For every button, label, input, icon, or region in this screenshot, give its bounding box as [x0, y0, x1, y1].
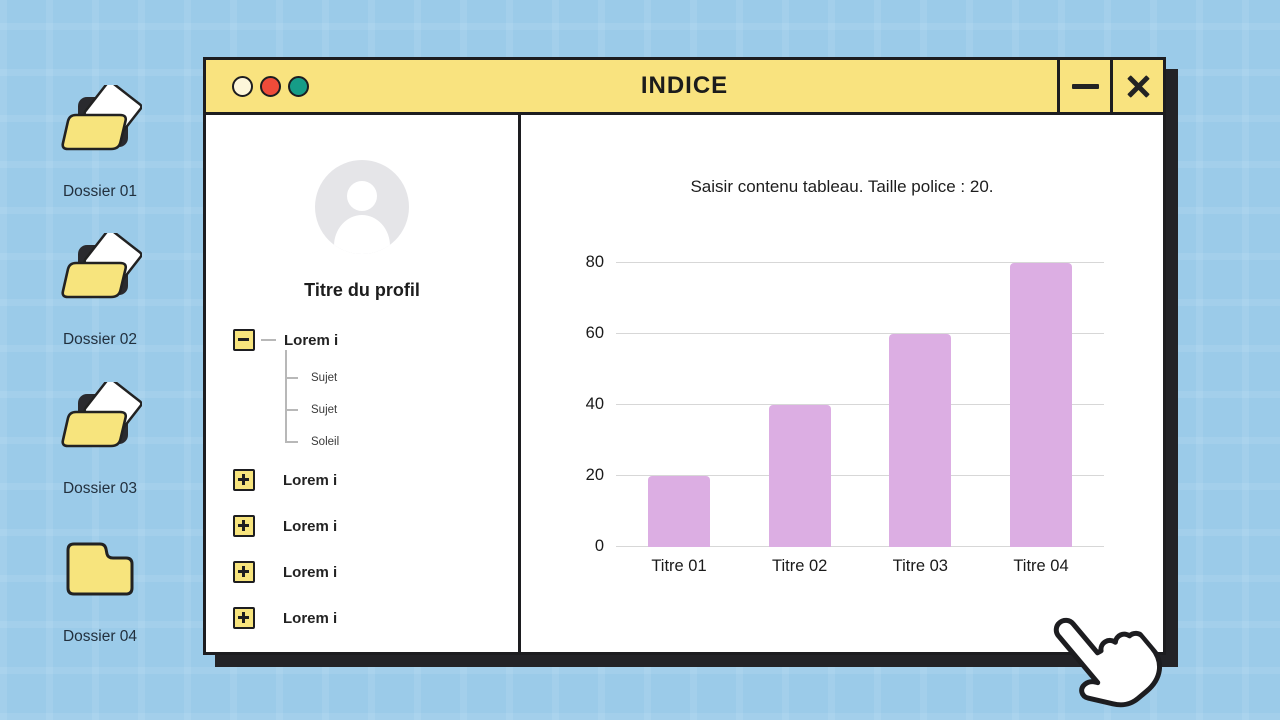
- desktop-folder-2[interactable]: Dossier 02: [30, 228, 170, 349]
- light-teal[interactable]: [288, 75, 309, 97]
- open-folder-icon: [58, 228, 143, 322]
- y-axis-tick-label: 20: [585, 466, 604, 484]
- chart-title: Saisir contenu tableau. Taille police : …: [690, 177, 994, 196]
- tree-item-label: Lorem i: [283, 471, 338, 489]
- tree-item-3[interactable]: Lorem i: [233, 514, 518, 538]
- desktop-folder-4[interactable]: Dossier 04: [30, 530, 170, 646]
- chart-bar-titre-02: [768, 405, 831, 547]
- x-axis-tick-label: Titre 04: [1013, 557, 1069, 575]
- tree-children: Sujet Sujet Soleil: [285, 350, 518, 458]
- profile-title: Titre du profil: [304, 280, 420, 300]
- window-title: INDICE: [640, 72, 729, 99]
- tree-item-1[interactable]: Lorem i: [233, 328, 518, 352]
- y-axis-tick-label: 0: [594, 537, 604, 555]
- x-axis-tick-label: Titre 03: [892, 557, 948, 575]
- x-axis-tick-label: Titre 01: [651, 557, 707, 575]
- x-axis-tick-label: Titre 02: [771, 557, 828, 575]
- folder-label: Dossier 02: [62, 331, 138, 349]
- y-axis-tick-label: 80: [585, 253, 604, 271]
- expand-plus-icon[interactable]: [233, 515, 255, 537]
- open-folder-icon: [58, 80, 143, 174]
- bar-chart: 0 20 40 60 80 Titre 01 Titre 02 Titre 03 Titre 0…: [586, 253, 1104, 575]
- light-cream[interactable]: [232, 75, 253, 97]
- close-button[interactable]: [1110, 60, 1163, 112]
- tree-item-label: Lorem i: [283, 563, 338, 581]
- chart-gridline: [616, 403, 1104, 405]
- y-axis-tick-label: 60: [585, 324, 604, 342]
- collapse-minus-icon[interactable]: [233, 329, 255, 351]
- tree-item-4[interactable]: Lorem i: [233, 560, 518, 584]
- tree-item-label: Lorem i: [284, 331, 339, 349]
- tree-connector: [261, 339, 276, 341]
- chart-panel: Saisir contenu tableau. Taille police : …: [521, 115, 1163, 652]
- close-icon: [1125, 73, 1152, 100]
- folder-label: Dossier 03: [62, 479, 138, 497]
- tree-item-5[interactable]: Lorem i: [233, 606, 518, 630]
- folder-label: Dossier 04: [62, 627, 138, 645]
- tree-child-item[interactable]: Soleil: [285, 426, 518, 458]
- tree-item-label: Lorem i: [283, 517, 338, 535]
- tree-view: Lorem i Sujet Sujet Soleil Lorem i Lorem i Lor…: [206, 328, 518, 630]
- folder-label: Dossier 01: [62, 183, 138, 200]
- expand-plus-icon[interactable]: [233, 469, 255, 491]
- light-red[interactable]: [260, 75, 281, 97]
- tree-item-2[interactable]: Lorem i: [233, 468, 518, 492]
- tree-child-item[interactable]: Sujet: [285, 362, 518, 394]
- person-icon: [334, 181, 390, 254]
- sidebar-panel: Titre du profil Lorem i Sujet Sujet Soleil L…: [206, 115, 521, 652]
- tree-child-item[interactable]: Sujet: [285, 394, 518, 426]
- minimize-icon: [1071, 83, 1099, 89]
- chart-bar-titre-04: [1010, 263, 1072, 547]
- traffic-lights: [232, 75, 309, 97]
- app-window: INDICE Titre du profil Lorem i Sujet Sujet…: [203, 57, 1166, 655]
- tree-item-label: Lorem i: [283, 609, 338, 627]
- chart-gridline: [616, 545, 1104, 547]
- open-folder-icon: [58, 377, 143, 471]
- desktop-folder-3[interactable]: Dossier 03: [30, 377, 170, 498]
- y-axis-tick-label: 40: [585, 395, 604, 413]
- closed-folder-icon: [58, 530, 142, 619]
- expand-plus-icon[interactable]: [233, 561, 255, 583]
- chart-gridline: [616, 474, 1104, 476]
- chart-gridline: [616, 261, 1104, 263]
- chart-bar-titre-03: [889, 334, 952, 547]
- minimize-button[interactable]: [1057, 60, 1110, 112]
- window-titlebar: INDICE: [206, 60, 1163, 115]
- expand-plus-icon[interactable]: [233, 607, 255, 629]
- desktop-folder-1[interactable]: Dossier 01: [30, 80, 170, 201]
- chart-gridline: [616, 332, 1104, 334]
- chart-bar-titre-01: [648, 476, 710, 547]
- avatar: [315, 160, 409, 254]
